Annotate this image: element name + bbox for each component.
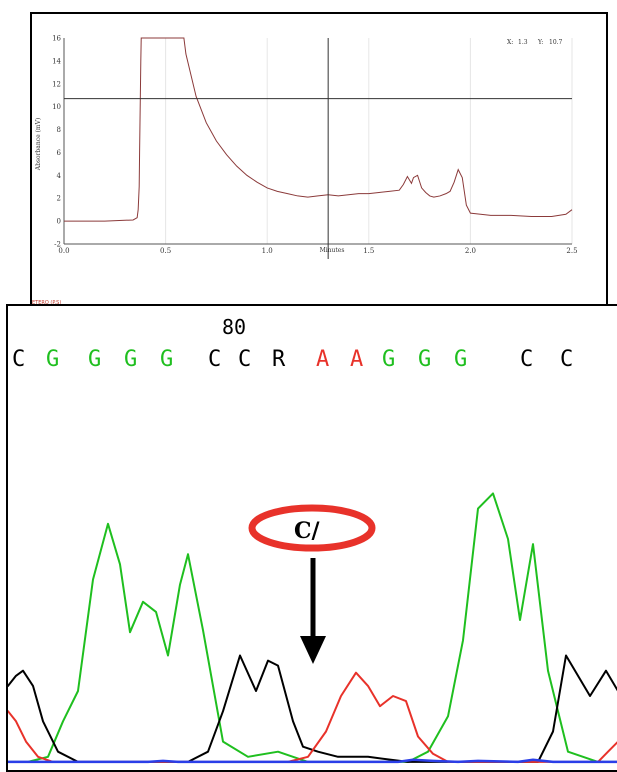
y-tick-label: 14 — [52, 57, 61, 65]
base-position-label: 80 — [222, 315, 246, 339]
y-tick-labels: -2 0 2 4 6 8 10 12 14 16 — [52, 35, 61, 249]
base-call: A — [350, 347, 363, 372]
x-tick-labels: 0.0 0.5 1.0 1.5 2.0 2.5 — [58, 247, 577, 255]
cursor-y-value: 10.7 — [549, 39, 563, 46]
callout-label: C/ — [294, 518, 321, 544]
base-call: R — [272, 347, 286, 372]
x-tick-label: 0.0 — [58, 247, 69, 255]
base-call: G — [382, 347, 395, 372]
chromatogram-trace-group — [64, 37, 573, 222]
base-call: G — [418, 347, 431, 372]
chromatogram-axes — [63, 38, 572, 245]
base-call: C — [208, 347, 221, 372]
chromatogram-grid — [165, 38, 573, 244]
cursor-readout: X: 1.3 Y: 10.7 — [507, 39, 563, 46]
x-tick-label: 2.0 — [465, 247, 476, 255]
base-call: G — [124, 347, 137, 372]
callout-ellipse — [248, 504, 376, 552]
trace-C — [8, 654, 617, 763]
base-call: A — [316, 347, 329, 372]
trace-G — [8, 492, 617, 763]
chromatogram-traces — [8, 492, 617, 764]
y-tick-label: 12 — [52, 80, 61, 88]
trace-T — [8, 758, 617, 764]
y-tick-label: 10 — [52, 103, 61, 111]
y-tick-label: 6 — [57, 149, 62, 157]
x-tick-label: 1.5 — [363, 247, 374, 255]
chromatogram-panel: 0.0 0.5 1.0 1.5 2.0 2.5 -2 0 2 4 6 8 10 12 14 16 Minut… — [30, 12, 608, 308]
base-call: G — [46, 347, 59, 372]
chromatogram-trace — [64, 37, 573, 222]
down-arrow-icon — [300, 558, 326, 664]
y-tick-label: 8 — [57, 126, 61, 134]
y-tick-label: 2 — [57, 195, 61, 203]
heterozygous-callout: C/ — [248, 504, 376, 552]
y-tick-label: 4 — [57, 172, 62, 180]
x-tick-label: 2.5 — [566, 247, 577, 255]
trace-A — [8, 671, 617, 763]
base-call: C — [12, 347, 25, 372]
cursor-y-label: Y: — [537, 39, 543, 46]
base-call: G — [88, 347, 101, 372]
base-call: G — [160, 347, 173, 372]
y-tick-label: 0 — [57, 218, 61, 226]
footer-label: ETERO (P.S) — [32, 300, 61, 306]
chromatogram-chart: 0.0 0.5 1.0 1.5 2.0 2.5 -2 0 2 4 6 8 10 12 14 16 Minut… — [32, 35, 578, 307]
base-call: C — [560, 347, 573, 372]
x-tick-label: 1.0 — [262, 247, 273, 255]
base-call: C — [520, 347, 533, 372]
crosshair-cursor[interactable] — [64, 38, 572, 259]
y-axis-title: Absorbance (mV) — [35, 118, 42, 172]
y-tick-label: 16 — [52, 35, 61, 43]
base-call: G — [454, 347, 467, 372]
cursor-x-value: 1.3 — [518, 39, 528, 46]
x-tick-label: 0.5 — [160, 247, 171, 255]
y-tick-label: -2 — [54, 241, 61, 249]
cursor-x-label: X: — [507, 39, 513, 46]
x-axis-title: Minutes — [320, 247, 345, 254]
base-call: C — [238, 347, 251, 372]
